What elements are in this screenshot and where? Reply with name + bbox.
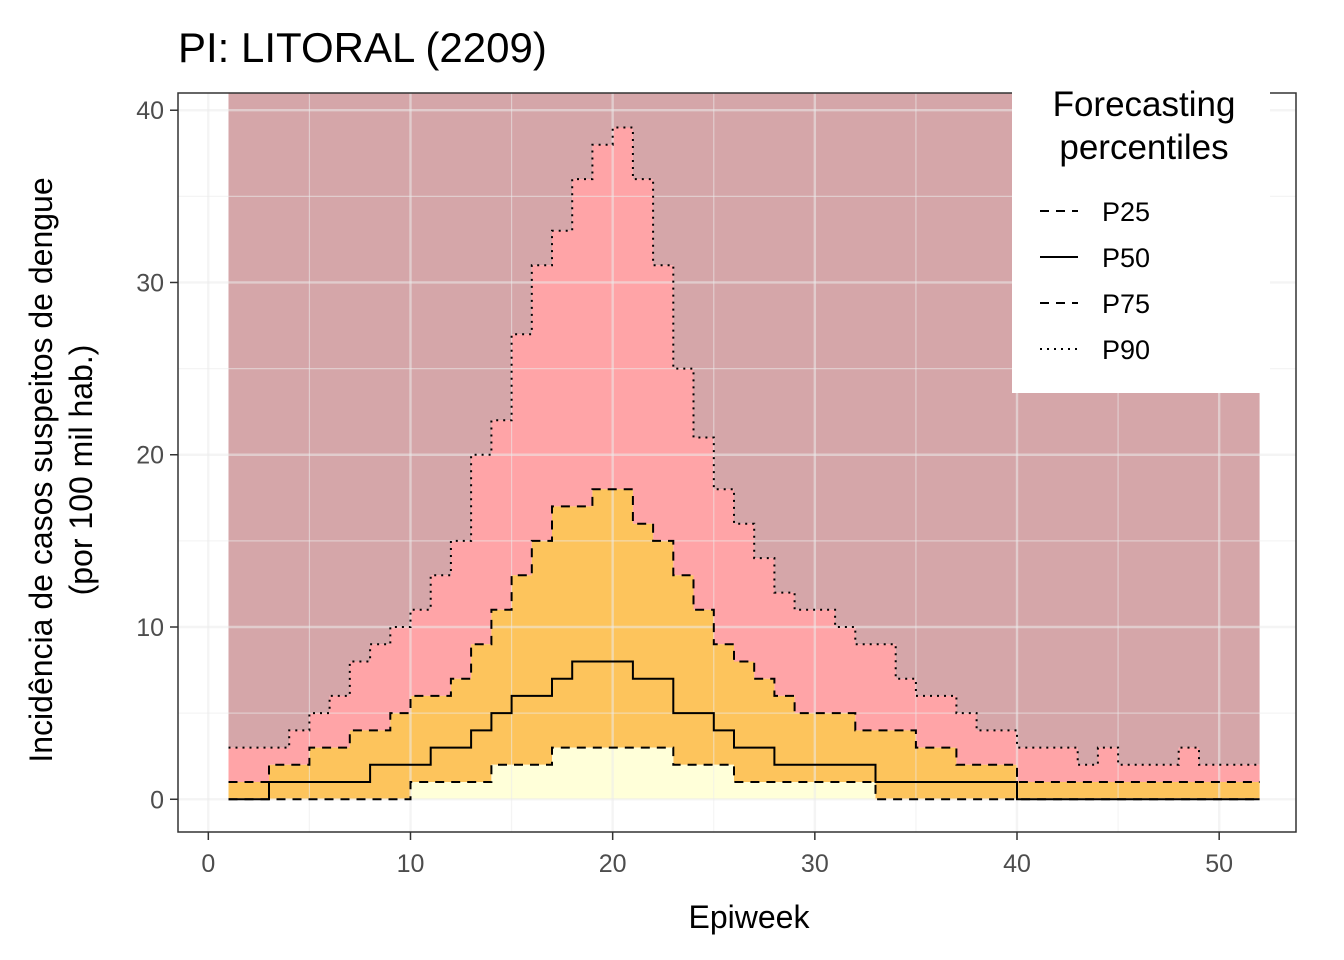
y-tick-label: 0 [150, 786, 164, 814]
x-tick-label: 50 [1205, 850, 1233, 878]
p25-p75-band [228, 489, 1260, 800]
x-tick-label: 30 [801, 850, 829, 878]
plot-panel-border [177, 92, 1297, 833]
legend: Forecasting percentiles P25 P50 P75 P90 [1012, 80, 1270, 393]
y-tick-label: 40 [136, 97, 164, 125]
y-axis-title-line-1: Incidência de casos suspeitos de dengue [23, 177, 59, 762]
legend-background [1012, 80, 1270, 393]
x-tick-label: 10 [397, 850, 425, 878]
x-tick-label: 20 [599, 850, 627, 878]
y-tick-label: 30 [136, 269, 164, 297]
p75-p90-band [228, 127, 1260, 782]
x-tick-label: 40 [1003, 850, 1031, 878]
legend-label-p50: P50 [1102, 243, 1150, 273]
x-axis-title: Epiweek [689, 899, 811, 935]
x-axis: 0 10 20 30 40 50 [201, 832, 1233, 878]
y-tick-label: 20 [136, 442, 164, 470]
y-axis: 0 10 20 30 40 [136, 97, 178, 814]
y-axis-title: Incidência de casos suspeitos de dengue … [23, 177, 99, 762]
percentile-bands [228, 93, 1260, 800]
series-line-p25 [228, 746, 1260, 801]
chart-title: PI: LITORAL (2209) [178, 24, 547, 71]
legend-title-line-1: Forecasting [1053, 85, 1236, 124]
y-tick-label: 10 [136, 614, 164, 642]
legend-label-p75: P75 [1102, 289, 1150, 319]
series-line-p50 [228, 660, 1260, 801]
x-tick-label: 0 [201, 850, 215, 878]
below-p25-band [228, 747, 1260, 800]
percentile-lines [228, 126, 1260, 801]
above-p90-band [228, 93, 1260, 765]
series-line-p75 [228, 488, 1260, 783]
legend-keys [1040, 210, 1078, 350]
legend-title-line-2: percentiles [1059, 128, 1228, 167]
legend-label-p90: P90 [1102, 335, 1150, 365]
y-axis-title-line-2: (por 100 mil hab.) [63, 345, 99, 596]
series-line-p90 [228, 126, 1260, 766]
legend-label-p25: P25 [1102, 197, 1150, 227]
